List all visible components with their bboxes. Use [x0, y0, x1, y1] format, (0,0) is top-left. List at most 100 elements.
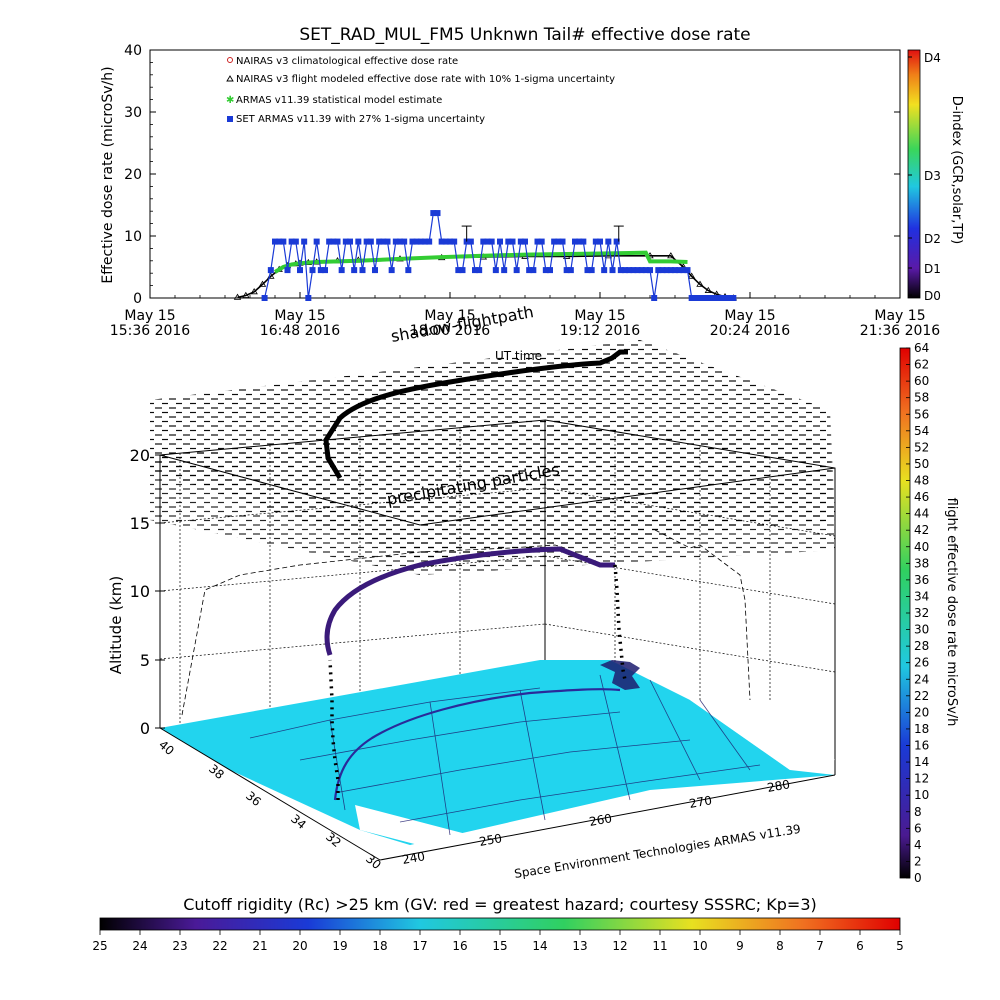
longitude-ticks: 240 250 260 270 280 — [401, 777, 791, 867]
series-set-armas-marker — [417, 238, 424, 245]
dose-colorbar-tick-label: 40 — [914, 540, 929, 554]
d-index-tick-label: D3 — [924, 169, 941, 183]
series-set-armas-marker — [705, 295, 712, 301]
altitude-ticks: 0 5 10 15 20 — [130, 446, 165, 738]
series-set-armas-marker — [476, 267, 483, 274]
series-set-armas-marker — [605, 238, 612, 245]
rigidity-colorbar-tick-label: 8 — [776, 939, 784, 953]
map-state-borders — [249, 674, 761, 836]
series-nairas-flight-marker — [258, 280, 267, 287]
dose-colorbar-tick-label: 12 — [914, 772, 929, 786]
longitude-tick-label: 270 — [688, 793, 713, 811]
x-tick-label-date: May 15 — [274, 308, 325, 324]
legend-marker-square — [227, 116, 233, 122]
dose-colorbar-tick-label: 24 — [914, 672, 929, 686]
legend-entry-armas-model: ✱ ARMAS v11.39 statistical model estimat… — [226, 95, 442, 106]
shadow-flightpath-top — [323, 349, 628, 480]
series-set-armas-marker — [659, 267, 666, 274]
series-set-armas-marker — [280, 238, 287, 245]
series-set-armas-marker — [388, 267, 395, 274]
series-set-armas-marker — [634, 267, 641, 274]
series-set-armas-marker — [722, 295, 728, 301]
series-set-armas-marker — [547, 267, 553, 274]
rigidity-colorbar-tick-label: 13 — [572, 939, 587, 953]
y-tick-label: 30 — [124, 105, 142, 121]
series-set-armas-marker — [576, 238, 583, 245]
dose-colorbar-tick-label: 58 — [914, 391, 929, 405]
series-set-armas-marker — [513, 267, 520, 274]
dose-rate-colorbar-ticks: 0246810121416182022242628303234363840424… — [906, 341, 929, 885]
series-set-armas-marker — [267, 267, 274, 274]
series-set-armas-marker — [392, 238, 399, 245]
legend-label: ARMAS v11.39 statistical model estimate — [236, 95, 442, 106]
series-set-armas-marker — [292, 238, 299, 245]
dose-colorbar-tick-label: 22 — [914, 689, 929, 703]
series-set-armas-marker — [467, 238, 474, 245]
series-set-armas-marker — [609, 267, 616, 274]
longitude-tick-label: 240 — [401, 849, 426, 867]
dose-colorbar-tick-label: 56 — [914, 407, 929, 421]
rigidity-colorbar-tick-label: 23 — [172, 939, 187, 953]
series-set-armas-marker — [363, 238, 370, 245]
d-index-tick-label: D1 — [924, 262, 941, 276]
top-series-layer — [233, 210, 738, 301]
series-set-armas-marker — [384, 238, 391, 245]
latitude-tick-label: 40 — [156, 738, 177, 759]
series-set-armas-marker — [584, 267, 591, 274]
rigidity-colorbar-tick-label: 7 — [816, 939, 824, 953]
series-set-armas-marker — [555, 238, 562, 245]
rigidity-colorbar-tick-label: 21 — [252, 939, 267, 953]
dose-colorbar-tick-label: 14 — [914, 755, 929, 769]
rigidity-colorbar — [99, 917, 901, 931]
ground-track — [333, 688, 621, 801]
series-set-armas-marker — [397, 238, 403, 245]
series-set-armas-marker — [542, 267, 549, 274]
series-set-armas-marker — [505, 238, 512, 245]
dose-colorbar-tick-label: 26 — [914, 656, 929, 670]
series-nairas-flight-marker — [667, 252, 675, 259]
series-set-armas-marker — [509, 238, 516, 245]
series-set-armas-marker — [488, 238, 495, 245]
series-set-armas-marker — [526, 267, 533, 274]
series-nairas-flight-marker — [704, 286, 713, 293]
legend-marker-circle — [227, 57, 233, 63]
series-set-armas-marker — [297, 267, 303, 274]
y-tick-label: 0 — [133, 291, 142, 307]
x-tick-label-date: May 15 — [424, 308, 475, 324]
floor-left-edge — [159, 727, 381, 861]
dose-colorbar-tick-label: 46 — [914, 490, 929, 504]
series-nairas-flight-marker — [250, 288, 258, 295]
dose-colorbar-tick-label: 6 — [914, 821, 922, 835]
x-tick-label-time: 15:36 2016 — [110, 323, 191, 339]
dose-colorbar-tick-label: 62 — [914, 358, 929, 372]
legend-label: NAIRAS v3 climatological effective dose … — [236, 56, 458, 67]
rigidity-colorbar-tick-label: 17 — [412, 939, 427, 953]
series-set-armas-marker — [517, 238, 524, 245]
series-set-armas-marker — [401, 238, 408, 245]
dose-colorbar-tick-label: 2 — [914, 854, 922, 868]
series-set-armas-marker — [438, 238, 445, 245]
series-set-armas-marker — [622, 267, 628, 274]
rigidity-colorbar-tick-label: 14 — [532, 939, 547, 953]
altitude-tick-label: 5 — [140, 651, 150, 670]
rigidity-colorbar-tick-label: 5 — [896, 939, 904, 953]
series-set-armas-marker — [276, 238, 283, 245]
annotation-ut-time: UT time — [495, 349, 542, 363]
series-set-armas-marker — [713, 295, 720, 301]
top-chart-title: SET_RAD_MUL_FM5 Unknwn Tail# effective d… — [299, 25, 750, 45]
dose-colorbar-tick-label: 44 — [914, 507, 929, 521]
series-set-armas-marker — [567, 267, 574, 274]
series-set-armas-marker — [663, 267, 670, 274]
latitude-tick-label: 34 — [288, 812, 309, 833]
box-front-edge — [159, 454, 836, 526]
rigidity-colorbar-tick-label: 12 — [612, 939, 627, 953]
series-set-armas-marker — [676, 267, 683, 274]
legend-entry-nairas-climatological: NAIRAS v3 climatological effective dose … — [227, 56, 458, 67]
longitude-tick-label: 280 — [766, 777, 791, 795]
series-set-armas-marker — [697, 295, 703, 301]
map-floor-notch — [355, 805, 470, 848]
series-set-armas-marker — [559, 238, 566, 245]
series-set-armas-marker — [413, 238, 420, 245]
series-set-armas-marker — [301, 238, 308, 245]
